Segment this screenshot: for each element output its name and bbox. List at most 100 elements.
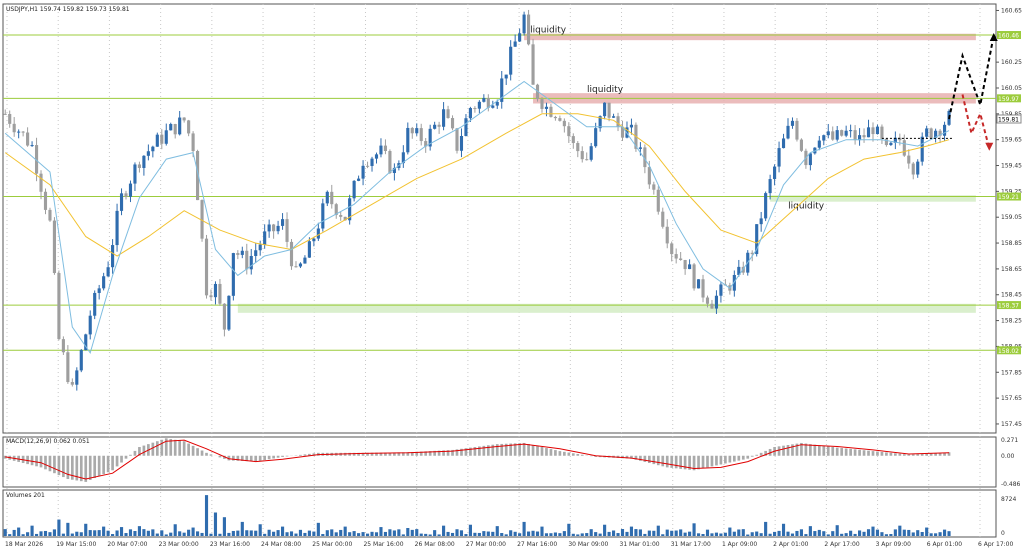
volume-bar [339, 529, 343, 536]
volume-bar [61, 533, 65, 536]
volume-bar [558, 533, 562, 536]
volume-bar [428, 534, 432, 536]
candle-body [594, 128, 598, 147]
candle-body [442, 109, 446, 127]
volume-bar [831, 531, 835, 536]
price-level-tag-label: 159.21 [998, 194, 1019, 201]
volume-bar [365, 533, 370, 536]
candle-body [938, 130, 942, 136]
volume-bar [401, 534, 405, 536]
candle-body [66, 352, 70, 383]
candle-body [549, 106, 553, 117]
volume-bar [155, 533, 159, 536]
volume-bar [929, 533, 933, 536]
candle-body [213, 283, 218, 298]
volume-bar [236, 530, 240, 536]
candle-body [222, 303, 226, 330]
candle-body [419, 128, 423, 142]
candle-body [580, 151, 584, 160]
candle-body [437, 124, 441, 127]
volume-bar [634, 529, 638, 536]
candle-body [495, 101, 499, 106]
volume-bar [799, 529, 803, 536]
candle-body [330, 191, 334, 205]
volume-bar [8, 534, 12, 536]
volume-bar [544, 533, 549, 536]
candle-body [764, 193, 768, 219]
candle-body [822, 135, 826, 141]
candle-body [585, 159, 589, 161]
volume-bar [786, 531, 790, 536]
candle-body [450, 118, 455, 129]
volume-bar [30, 525, 34, 536]
volume-bar [688, 531, 692, 536]
time-tick-label: 3 Apr 09:00 [876, 541, 911, 548]
price-level-tag-label: 158.02 [998, 348, 1019, 355]
candle-body [196, 151, 200, 201]
volume-bar [146, 530, 150, 536]
volume-bar [254, 530, 258, 536]
candle-body [280, 219, 285, 226]
volume-bar [102, 526, 106, 536]
liquidity-zone [237, 303, 976, 313]
volume-bar [388, 529, 392, 536]
candle-body [254, 250, 258, 256]
volume-bar [880, 532, 884, 536]
volume-bar [164, 534, 168, 536]
volume-bar [84, 523, 88, 536]
price-tick-label: 158.65 [1001, 266, 1022, 273]
candle-body [294, 266, 298, 268]
volume-bar [661, 534, 665, 536]
volume-bar [817, 529, 821, 536]
candle-body [383, 145, 388, 151]
candle-body [871, 127, 875, 135]
volume-bar [732, 531, 736, 536]
volume-bar [437, 534, 441, 536]
candle-body [61, 339, 65, 353]
candle-body [88, 315, 92, 335]
candle-body [732, 274, 736, 291]
volume-bar [21, 534, 25, 536]
volume-bar [3, 529, 7, 536]
volume-bar [705, 529, 710, 536]
candle-body [643, 147, 647, 168]
volume-bar [714, 532, 719, 536]
candle-body [808, 153, 812, 166]
candle-body [410, 127, 414, 134]
candle-body [34, 145, 39, 174]
volume-bar [907, 529, 911, 536]
time-tick-label: 27 Mar 00:00 [466, 541, 506, 548]
candle-body [611, 116, 616, 118]
volume-bar [419, 533, 423, 536]
volume-bar [285, 532, 289, 536]
time-tick-label: 1 Apr 09:00 [722, 541, 757, 548]
candle-body [719, 284, 723, 296]
candle-body [589, 146, 593, 160]
time-tick-label: 2 Apr 01:00 [773, 541, 808, 548]
candle-body [647, 167, 651, 185]
volume-bar [853, 533, 857, 536]
volume-bar [746, 534, 750, 536]
volume-bar [540, 526, 544, 536]
time-tick-label: 26 Mar 08:00 [415, 541, 455, 548]
macd-tick-label: 0.00 [1001, 453, 1015, 460]
candle-body [553, 116, 557, 119]
volume-bar [34, 533, 39, 536]
candle-body [674, 254, 678, 259]
volume-bar [813, 531, 817, 536]
candle-body [370, 158, 374, 166]
price-level-tag [997, 192, 1021, 201]
candle-body [12, 123, 16, 133]
volume-bar [647, 530, 651, 536]
price-level-tag [997, 346, 1021, 355]
candle-body [406, 127, 410, 153]
volume-bar [723, 532, 727, 536]
volume-bar [509, 530, 513, 536]
time-tick-label: 19 Mar 15:00 [56, 541, 96, 548]
volume-bar [858, 530, 862, 536]
volume-bar [272, 531, 276, 536]
price-level-tag [997, 301, 1021, 310]
moving-average-slow [4, 113, 950, 257]
